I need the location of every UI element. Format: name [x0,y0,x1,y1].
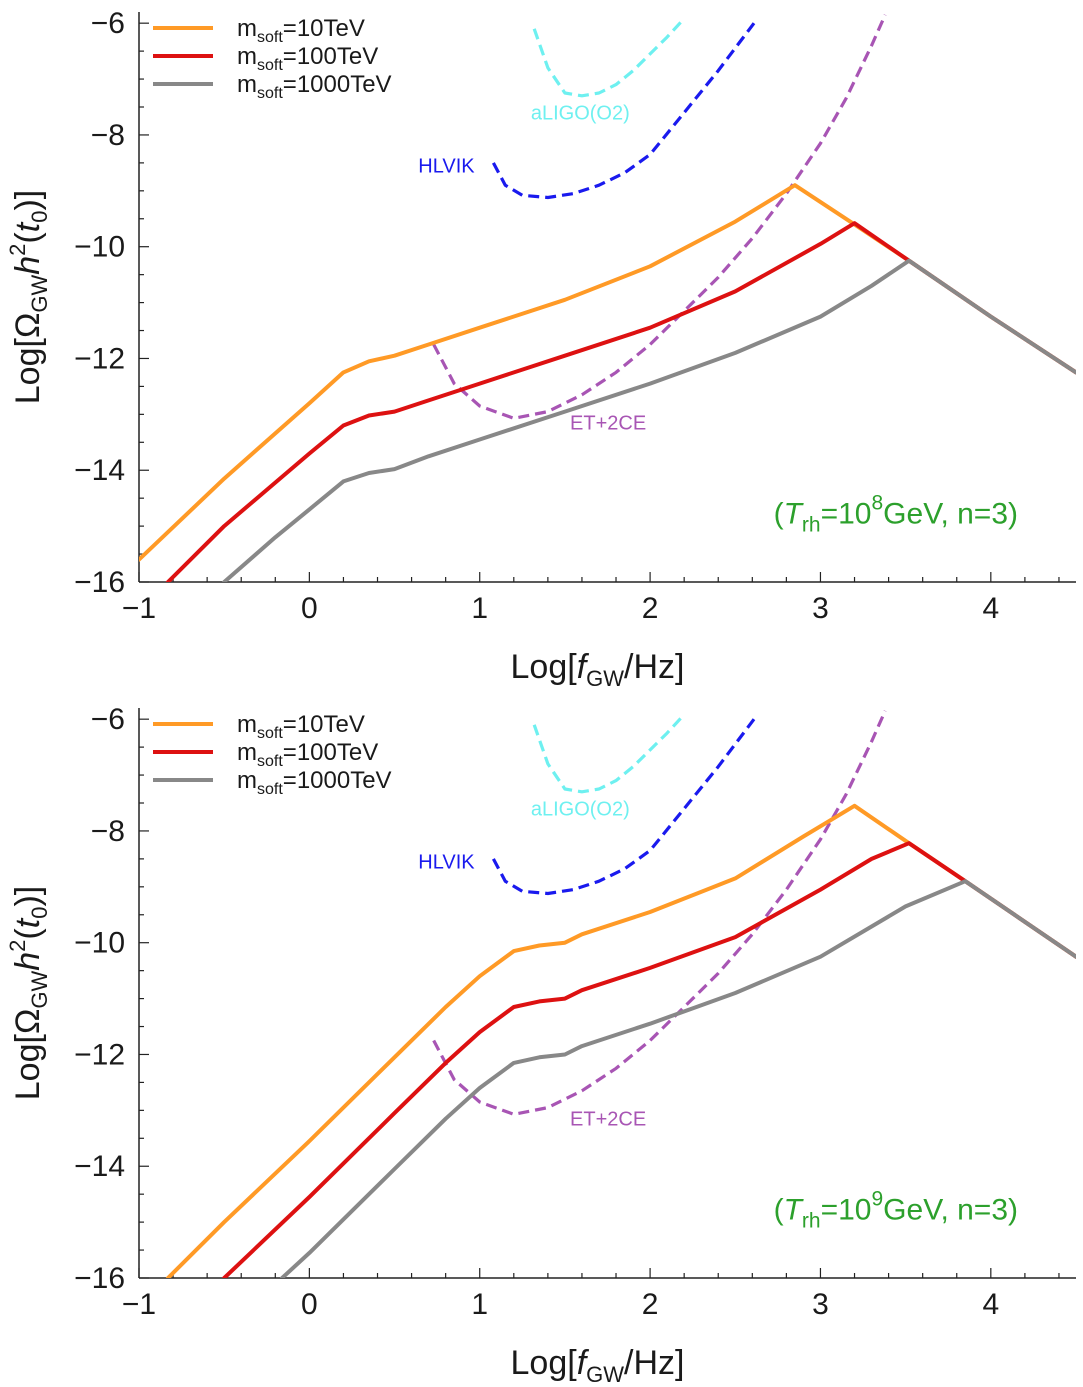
legend-label: msoft=100TeV [237,739,378,770]
detector-label: ET+2CE [570,413,646,435]
y-tick-label: −16 [74,1262,125,1295]
x-tick-label: 1 [471,1288,488,1321]
detector-label: aLIGO(O2) [531,799,630,821]
y-tick-label: −16 [74,566,125,599]
detector-label: HLVIK [418,852,475,874]
parameter-annotation: (Trh=108GeV, n=3) [774,491,1018,536]
detector-curve-hlvik [491,718,756,896]
legend-label: msoft=10TeV [237,711,365,742]
detector-curve-et-2ce [432,710,887,1116]
detector-curve-aligo-o2- [532,715,684,794]
series-line-2 [166,221,1076,582]
y-axis-title: Log[ΩGWh2(t0)] [5,190,52,404]
x-tick-label: 1 [471,592,488,625]
series-line-1 [166,803,1076,1278]
detector-curve-aligo-o2- [532,19,684,98]
series-line-3 [280,879,1076,1278]
y-tick-label: −14 [74,1150,125,1183]
x-axis-title: Log[fGW/Hz] [511,648,685,691]
x-tick-label: −1 [122,1288,156,1321]
legend-label: msoft=10TeV [237,15,365,46]
x-tick-label: 2 [642,1288,659,1321]
x-tick-label: 4 [982,592,999,625]
y-tick-label: −8 [91,119,125,152]
x-axis-title: Log[fGW/Hz] [511,1344,685,1387]
x-tick-label: 4 [982,1288,999,1321]
x-tick-label: −1 [122,592,156,625]
plot-area [166,710,1076,1278]
legend-label: msoft=1000TeV [237,767,392,798]
series-line-2 [222,841,1076,1278]
y-tick-label: −12 [74,1038,125,1071]
y-tick-label: −12 [74,342,125,375]
x-tick-label: 3 [812,592,829,625]
chart-panel-2: −1 0 1 2 3 4−16−14−12−10−8−6Log[fGW/Hz]Log[ΩG… [5,703,1076,1387]
x-tick-label: 0 [301,1288,318,1321]
detector-label: aLIGO(O2) [531,103,630,125]
y-tick-label: −10 [74,927,125,960]
y-tick-label: −8 [91,815,125,848]
parameter-annotation: (Trh=109GeV, n=3) [774,1187,1018,1232]
y-tick-label: −14 [74,454,125,487]
y-tick-label: −10 [74,231,125,264]
series-line-3 [222,258,1076,582]
x-tick-label: 0 [301,592,318,625]
x-tick-label: 3 [812,1288,829,1321]
y-tick-label: −6 [91,703,125,736]
x-tick-label: 2 [642,592,659,625]
legend-label: msoft=1000TeV [237,71,392,102]
detector-label: HLVIK [418,156,475,178]
plot-area [139,14,1076,582]
chart-panel-1: −1 0 1 2 3 4−16−14−12−10−8−6Log[fGW/Hz]Log[ΩG… [5,7,1076,691]
detector-label: ET+2CE [570,1109,646,1131]
y-axis-title: Log[ΩGWh2(t0)] [5,886,52,1100]
legend-label: msoft=100TeV [237,43,378,74]
y-tick-label: −6 [91,7,125,40]
detector-curve-et-2ce [432,14,887,420]
detector-curve-hlvik [491,22,756,200]
